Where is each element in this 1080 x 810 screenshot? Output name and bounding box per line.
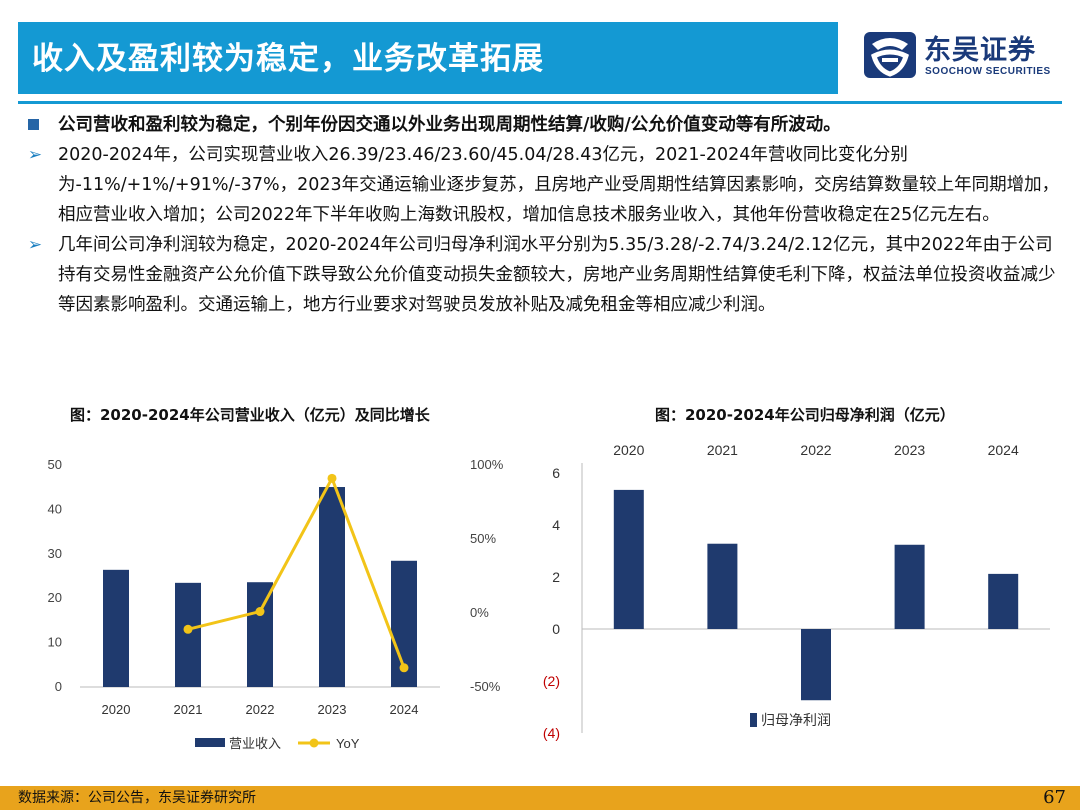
legend-bar-swatch [750,713,757,727]
y-tick: 4 [552,517,560,533]
y-tick-left: 10 [48,635,62,650]
y-tick-left: 20 [48,590,62,605]
y-tick-right: -50% [470,679,501,694]
revenue-bar [319,487,345,687]
y-tick-right: 100% [470,457,504,472]
bullet-text: 2020-2024年，公司实现营业收入26.39/23.46/23.60/45.… [58,145,1060,225]
x-tick: 2020 [613,442,644,458]
logo-text-en: SOOCHOW SECURITIES [925,66,1051,77]
bullet-text: 几年间公司净利润较为稳定，2020-2024年公司归母净利润水平分别为5.35/… [58,235,1056,315]
bullet-item: ➢ 2020-2024年，公司实现营业收入26.39/23.46/23.60/4… [18,140,1068,230]
header-divider [18,101,1062,104]
x-tick: 2022 [800,442,831,458]
header-bar [18,22,838,94]
bullet-item: ➢ 几年间公司净利润较为稳定，2020-2024年公司归母净利润水平分别为5.3… [18,230,1068,320]
x-tick: 2024 [988,442,1019,458]
page-number: 67 [1043,787,1066,808]
revenue-chart: 0 10 20 30 40 50 -50% 0% 50% 100% 2020 2021 2022 2023… [48,457,504,751]
yoy-point [399,663,409,673]
y-tick-left: 50 [48,457,62,472]
revenue-bar [175,582,201,687]
yoy-point [183,624,193,634]
x-tick: 2023 [894,442,925,458]
y-tick-left: 40 [48,501,62,516]
chart-title-profit: 图：2020-2024年公司归母净利润（亿元） [655,406,955,424]
y-tick: 0 [552,621,560,637]
yoy-point [255,607,265,617]
logo-text-cn: 东吴证券 [924,35,1036,66]
x-tick: 2024 [390,702,419,717]
x-tick: 2021 [707,442,738,458]
net-profit-bar [894,544,925,629]
y-tick: (2) [543,673,560,689]
revenue-bar [103,569,129,687]
bullet-text: 公司营收和盈利较为稳定，个别年份因交通以外业务出现周期性结算/收购/公允价值变动… [58,115,841,135]
net-profit-bar [707,543,738,629]
source-note: 数据来源：公司公告，东吴证券研究所 [18,790,256,806]
y-tick-right: 50% [470,531,496,546]
brand-logo: 东吴证券 SOOCHOW SECURITIES [862,28,1062,84]
x-tick: 2023 [318,702,347,717]
x-tick: 2022 [246,702,275,717]
y-tick-left: 30 [48,546,62,561]
x-tick: 2021 [174,702,203,717]
y-tick-left: 0 [55,679,62,694]
legend-label-net-profit: 归母净利润 [761,712,831,728]
net-profit-bar [988,573,1019,629]
legend-label-yoy: YoY [336,736,360,751]
yoy-point [327,473,337,483]
legend-line-marker [309,738,319,748]
net-profit-chart: (4) (2) 0 2 4 6 2020 2021 2022 2023 2024 归母净利润 [543,442,1050,741]
bullet-list: 公司营收和盈利较为稳定，个别年份因交通以外业务出现周期性结算/收购/公允价值变动… [18,110,1068,320]
yoy-line [187,474,406,669]
chart-title-revenue: 图：2020-2024年公司营业收入（亿元）及同比增长 [70,406,430,424]
legend-label-revenue: 营业收入 [229,736,281,751]
net-profit-bar [613,489,644,629]
soochow-logo-icon [864,32,916,78]
footer-bar [0,786,1080,810]
y-tick-right: 0% [470,605,489,620]
revenue-bar [247,582,273,687]
y-tick: 6 [552,465,560,481]
arrow-bullet-icon: ➢ [27,145,43,165]
x-tick: 2020 [102,702,131,717]
arrow-bullet-icon: ➢ [27,235,43,255]
bullet-item: 公司营收和盈利较为稳定，个别年份因交通以外业务出现周期性结算/收购/公允价值变动… [18,110,1068,140]
y-tick: (4) [543,725,560,741]
page-title: 收入及盈利较为稳定，业务改革拓展 [32,41,544,77]
y-tick: 2 [552,569,560,585]
net-profit-bar [801,629,831,701]
legend-bar-swatch [195,738,225,747]
